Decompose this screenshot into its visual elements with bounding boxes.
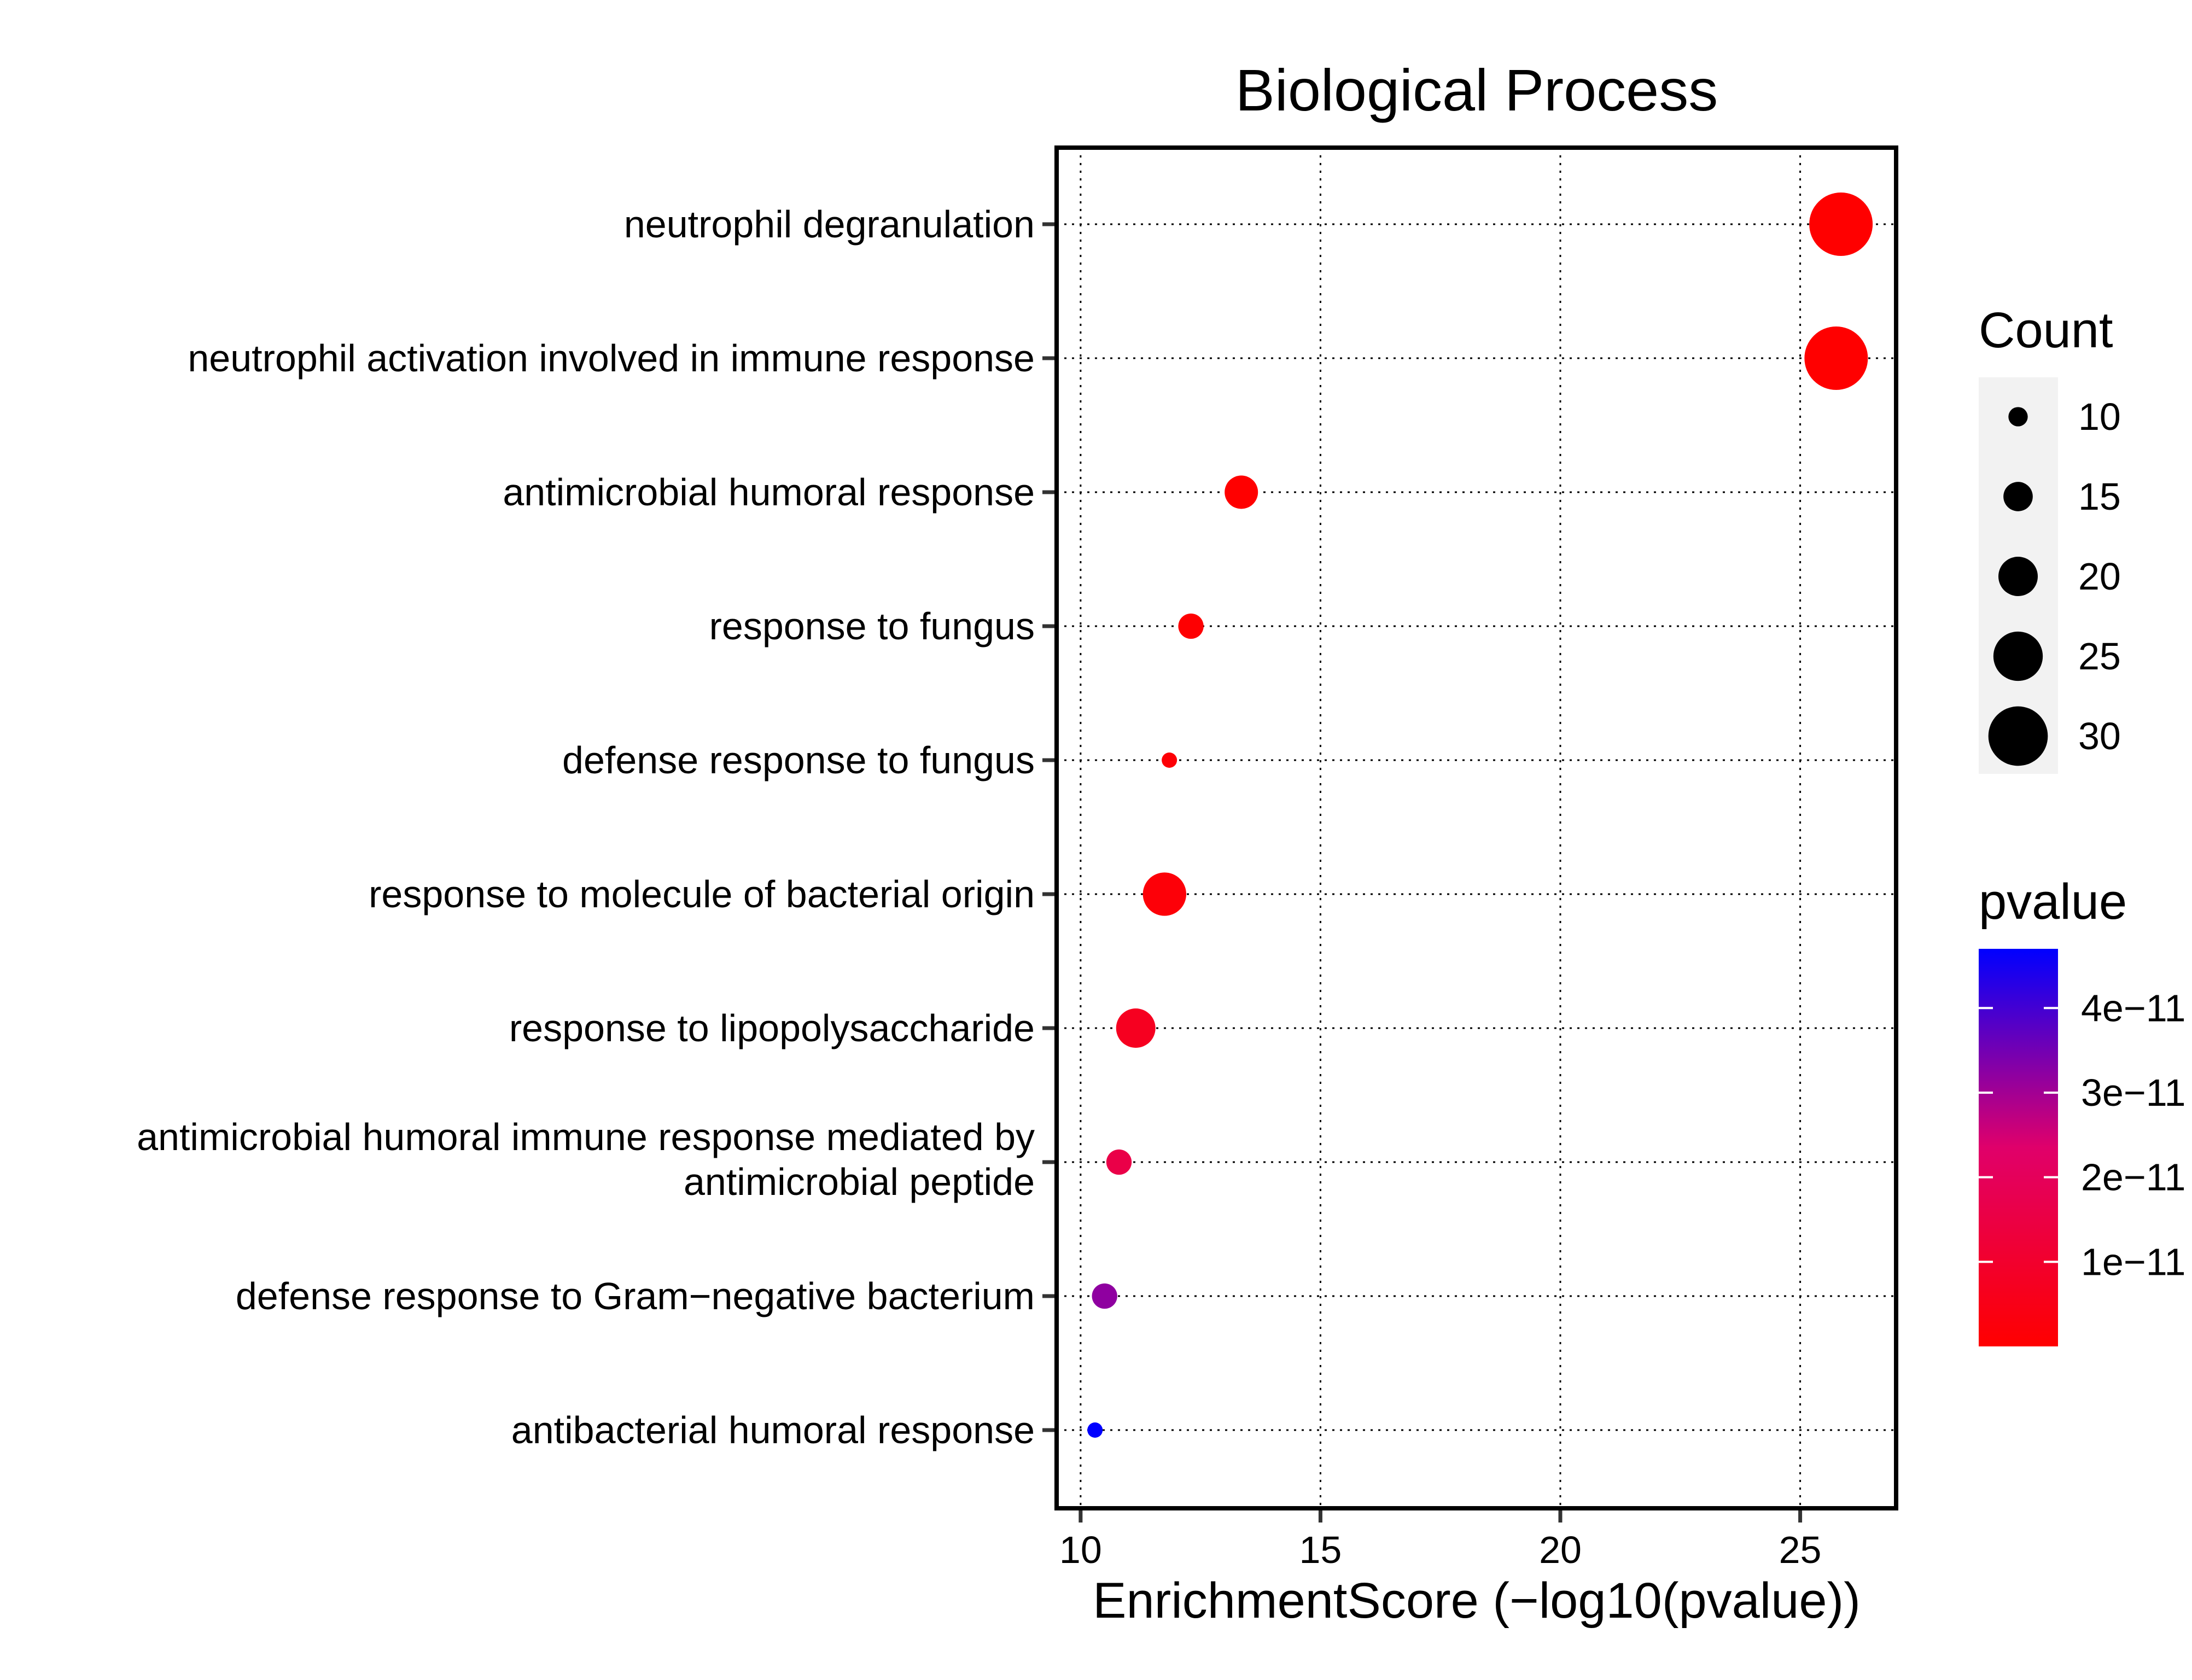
data-point [1804, 326, 1868, 390]
x-tick-label: 15 [1299, 1529, 1342, 1571]
count-legend-key [2008, 407, 2028, 427]
pvalue-legend-label: 4e−11 [2081, 987, 2185, 1029]
count-legend-title: Count [1979, 302, 2113, 358]
y-tick-label: defense response to fungus [562, 739, 1035, 781]
pvalue-legend-title: pvalue [1979, 874, 2127, 930]
chart-title: Biological Process [1235, 57, 1718, 123]
count-legend-key [1993, 631, 2043, 681]
y-tick-label: response to molecule of bacterial origin [369, 873, 1035, 915]
y-tick-label: neutrophil degranulation [624, 203, 1035, 246]
count-legend-key [1998, 557, 2038, 596]
y-tick-label: response to fungus [709, 605, 1035, 648]
data-point [1092, 1283, 1117, 1309]
y-tick-label: defense response to Gram−negative bacter… [236, 1275, 1035, 1317]
count-legend-key [2003, 482, 2033, 511]
x-tick-label: 20 [1539, 1529, 1582, 1571]
x-tick-label: 10 [1059, 1529, 1102, 1571]
grid-lines [1057, 145, 1896, 1510]
y-tick-label: antimicrobial humoral immune response me… [137, 1116, 1035, 1158]
data-point [1809, 192, 1873, 256]
y-tick-label: antimicrobial humoral response [503, 471, 1035, 514]
data-point [1162, 752, 1177, 768]
count-size-legend: Count 10 15 20 25 30 [1979, 302, 2121, 774]
x-axis-title: EnrichmentScore (−log10(pvalue)) [1093, 1573, 1861, 1629]
y-tick-label: antibacterial humoral response [511, 1409, 1035, 1451]
data-point [1087, 1422, 1103, 1438]
data-point [1142, 872, 1187, 916]
pvalue-legend-label: 3e−11 [2081, 1071, 2185, 1114]
y-tick-label: response to lipopolysaccharide [509, 1007, 1035, 1049]
y-tick-label: neutrophil activation involved in immune… [188, 337, 1035, 380]
count-legend-label: 30 [2078, 715, 2121, 757]
count-legend-label: 15 [2078, 475, 2121, 518]
plot-panel-border [1054, 145, 1898, 1510]
count-legend-label: 10 [2078, 395, 2121, 438]
pvalue-legend-label: 2e−11 [2081, 1156, 2185, 1199]
count-legend-label: 25 [2078, 635, 2121, 678]
count-legend-key [1988, 706, 2048, 766]
data-point [1225, 475, 1258, 509]
y-tick-label-line2: antimicrobial peptide [684, 1160, 1035, 1203]
x-tick-label: 25 [1779, 1529, 1822, 1571]
data-points [1087, 192, 1873, 1438]
data-point [1106, 1149, 1132, 1175]
count-legend-label: 20 [2078, 555, 2121, 598]
x-axis: 10 15 20 25 [1059, 1510, 1822, 1571]
data-point [1178, 613, 1204, 639]
y-axis-labels: neutrophil degranulation neutrophil activ… [137, 203, 1054, 1451]
pvalue-color-legend: pvalue 4e−11 3e−11 2e−11 1e−11 [1979, 874, 2185, 1346]
data-point [1116, 1008, 1156, 1048]
pvalue-colorbar [1979, 949, 2058, 1346]
pvalue-legend-label: 1e−11 [2081, 1240, 2185, 1283]
